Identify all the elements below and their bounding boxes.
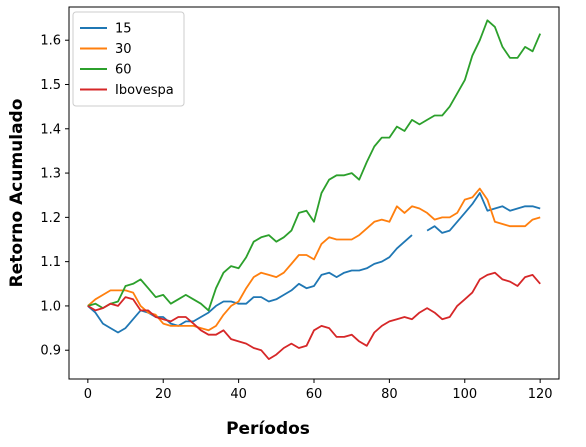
legend-box — [72, 11, 185, 107]
x-tick-label: 0 — [84, 387, 92, 402]
y-tick-label: 0.9 — [40, 344, 61, 359]
x-tick-label: 80 — [381, 387, 398, 402]
legend-label: 60 — [115, 63, 132, 78]
x-tick-label: 20 — [155, 387, 172, 402]
plot-lines — [87, 19, 542, 360]
series-line-3-0 — [87, 271, 541, 360]
y-tick-label: 1.3 — [40, 167, 61, 182]
legend-label: 30 — [115, 42, 132, 57]
y-axis-title: Retorno Acumulado — [7, 99, 27, 288]
x-axis-ticks: 0 20 40 60 80 100 120 — [84, 379, 553, 402]
x-axis-title: Períodos — [226, 419, 310, 439]
series-line-2-0 — [87, 19, 542, 312]
x-tick-label: 100 — [452, 387, 477, 402]
y-tick-label: 1.1 — [40, 255, 61, 270]
y-tick-label: 1.6 — [40, 34, 61, 49]
y-tick-label: 1.4 — [40, 122, 61, 137]
y-axis-ticks: 0.9 1.0 1.1 1.2 1.3 1.4 1.5 1.6 — [40, 34, 69, 359]
y-tick-label: 1.2 — [40, 211, 61, 226]
series-line-1-0 — [87, 187, 541, 332]
series-line-0-1 — [426, 192, 541, 234]
legend-label: Ibovespa — [115, 83, 174, 98]
legend: 15 30 60 Ibovespa — [72, 11, 185, 107]
y-tick-label: 1.0 — [40, 299, 61, 314]
x-tick-label: 120 — [528, 387, 553, 402]
x-tick-label: 40 — [230, 387, 247, 402]
y-tick-label: 1.5 — [40, 78, 61, 93]
x-tick-label: 60 — [306, 387, 323, 402]
legend-label: 15 — [115, 22, 132, 37]
